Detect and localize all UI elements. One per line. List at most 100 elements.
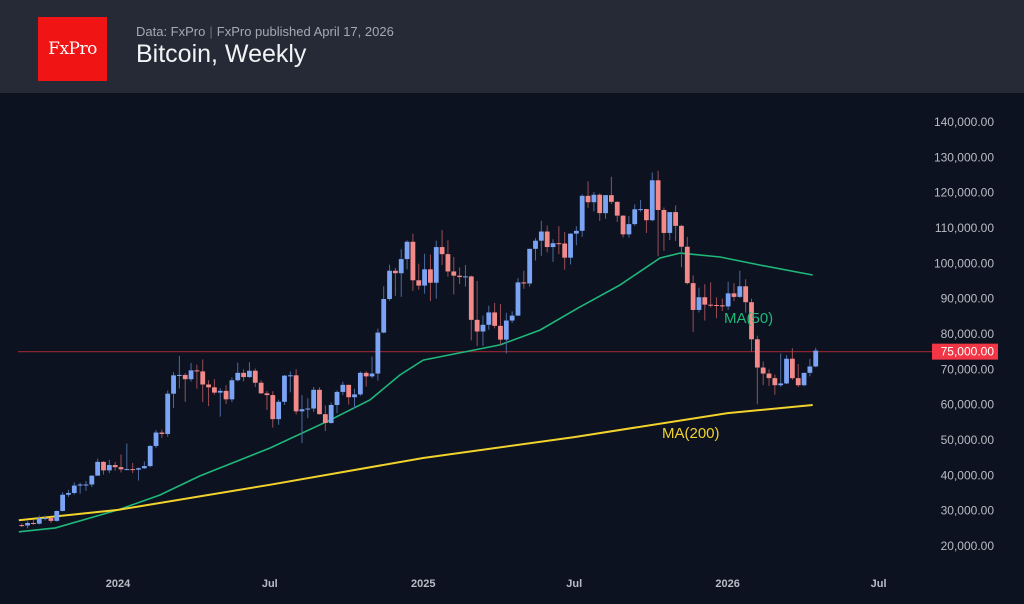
candle-body — [212, 387, 217, 393]
candle-body — [626, 224, 632, 235]
candle-body — [130, 469, 136, 471]
candle — [83, 480, 89, 491]
candle-body — [136, 468, 141, 470]
candle — [416, 263, 422, 290]
candle-body — [398, 259, 404, 274]
candle — [579, 194, 585, 237]
candle-body — [731, 293, 737, 297]
candle-body — [106, 465, 112, 471]
candle — [188, 362, 194, 382]
x-tick-label: 2024 — [106, 578, 131, 590]
candle — [772, 374, 778, 395]
candle-body — [754, 339, 760, 368]
candle — [778, 353, 784, 387]
candle — [136, 467, 141, 481]
candle — [784, 355, 789, 385]
candle — [533, 238, 538, 261]
candle — [258, 380, 264, 395]
y-tick-label: 70,000.00 — [941, 362, 995, 376]
candle-body — [801, 372, 807, 386]
candle — [287, 371, 293, 393]
candle-body — [696, 297, 702, 310]
candle — [667, 212, 673, 241]
candle — [486, 305, 492, 330]
candle — [614, 201, 620, 222]
ma200-line — [18, 404, 813, 522]
candle-body — [60, 494, 66, 511]
candle — [649, 172, 655, 222]
candle-body — [585, 195, 591, 203]
y-tick-label: 110,000.00 — [935, 221, 994, 235]
candle-body — [357, 372, 363, 395]
candle — [410, 233, 416, 291]
candle-body — [439, 247, 445, 255]
candle — [702, 284, 708, 321]
candle-body — [352, 394, 357, 398]
candle — [708, 282, 714, 308]
x-tick-label: Jul — [262, 578, 278, 590]
candle — [381, 286, 387, 334]
candle-body — [66, 492, 71, 495]
candle-body — [276, 401, 282, 420]
moving-averages — [18, 252, 813, 533]
candle — [194, 364, 200, 389]
candle-body — [649, 180, 655, 221]
x-tick-label: Jul — [871, 578, 887, 590]
candle — [31, 519, 36, 525]
x-tick-label: 2026 — [715, 578, 739, 590]
candle-body — [445, 254, 451, 272]
candle — [457, 267, 463, 285]
candle — [451, 256, 457, 295]
ma200-label: MA(200) — [662, 425, 720, 442]
candle-body — [708, 304, 714, 306]
candle-body — [299, 409, 305, 412]
candle-body — [562, 243, 568, 258]
candle-body — [428, 269, 433, 283]
candle — [317, 387, 322, 415]
y-tick-label: 60,000.00 — [941, 398, 995, 412]
candle — [235, 362, 241, 382]
candle-body — [603, 195, 608, 214]
candle — [445, 240, 451, 277]
candle — [106, 459, 112, 474]
candle-body — [147, 445, 153, 467]
candle — [247, 362, 252, 378]
candle — [719, 298, 725, 312]
candle — [684, 236, 690, 285]
candle-body — [282, 375, 287, 402]
candle-body — [229, 380, 235, 400]
candle-body — [679, 225, 684, 247]
candle — [241, 369, 246, 382]
candle-body — [702, 297, 708, 305]
chart-subtitle: Data: FxPro | FxPro published April 17, 20… — [136, 24, 394, 39]
candle-body — [334, 391, 340, 405]
candle — [311, 386, 317, 413]
candle — [509, 311, 515, 324]
candle-body — [714, 305, 719, 307]
candle-body — [778, 383, 784, 386]
candle — [550, 239, 556, 262]
candle-body — [369, 373, 375, 377]
published-date: FxPro published April 17, 2026 — [216, 24, 394, 39]
candle-body — [468, 276, 474, 320]
y-tick-label: 100,000.00 — [934, 256, 994, 270]
candle-body — [124, 469, 130, 471]
candle — [95, 458, 101, 476]
candle — [585, 181, 591, 208]
candle — [521, 270, 527, 289]
candle-body — [206, 384, 211, 388]
candle-body — [486, 312, 492, 325]
candle — [766, 369, 772, 386]
candle — [200, 359, 206, 403]
candle — [620, 215, 626, 238]
candle-body — [25, 522, 30, 526]
candle — [737, 270, 743, 298]
candle — [282, 374, 287, 405]
candle-body — [544, 231, 550, 248]
candle — [661, 207, 667, 251]
y-tick-label: 80,000.00 — [941, 327, 995, 341]
candle — [673, 205, 679, 242]
candle — [54, 510, 60, 522]
candle — [118, 454, 124, 473]
candle — [568, 233, 573, 265]
